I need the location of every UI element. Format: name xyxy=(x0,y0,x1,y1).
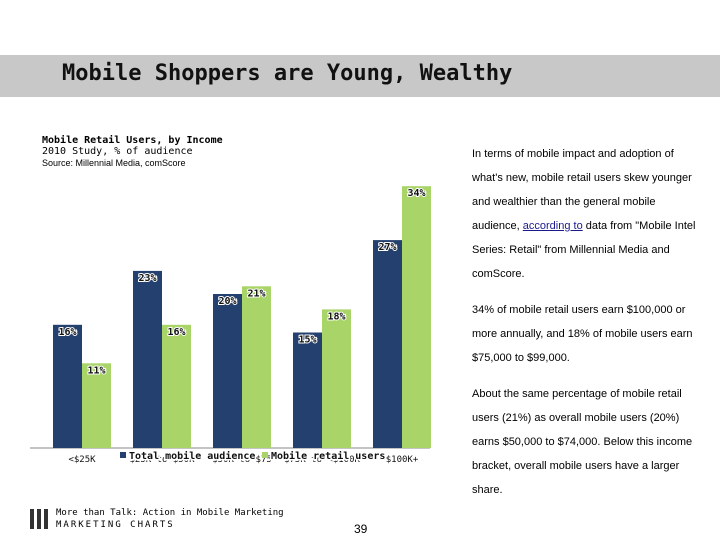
bar-total xyxy=(133,270,162,448)
data-label: 34% xyxy=(407,188,425,199)
data-label: 27% xyxy=(378,242,396,253)
title-band xyxy=(0,55,720,97)
bar-retail xyxy=(402,186,431,448)
page-number: 39 xyxy=(354,522,368,536)
data-label: 18% xyxy=(327,311,345,322)
x-tick-label: $75K to <$100K xyxy=(284,455,360,465)
legend-swatch xyxy=(120,452,126,458)
paragraph-intro: In terms of mobile impact and adoption o… xyxy=(472,142,704,286)
paragraph-income-100k: 34% of mobile retail users earn $100,000… xyxy=(472,304,693,364)
footer-tagline: More than Talk: Action in Mobile Marketi… xyxy=(56,508,284,518)
bar-retail xyxy=(162,324,191,448)
bar-total xyxy=(53,324,82,448)
x-tick-label: $100K+ xyxy=(386,455,419,465)
data-label: 15% xyxy=(298,335,316,346)
data-label: 11% xyxy=(87,365,105,376)
body-text: In terms of mobile impact and adoption o… xyxy=(472,142,704,514)
bar-retail xyxy=(322,309,351,448)
bar-total xyxy=(213,294,242,448)
legend-swatch xyxy=(262,452,268,458)
data-label: 21% xyxy=(247,288,265,299)
legend-label: Total mobile audience xyxy=(129,450,255,462)
x-tick-label: <$25K xyxy=(68,455,96,465)
chart-source: Source: Millennial Media, comScore xyxy=(42,158,186,168)
footer-brand: MARKETING CHARTS xyxy=(56,520,175,530)
bar-total xyxy=(373,240,402,448)
bar-total xyxy=(293,332,322,448)
chart-title: Mobile Retail Users, by Income xyxy=(42,135,223,146)
x-tick-label: $50K to $75 xyxy=(212,455,272,465)
data-label: 23% xyxy=(138,273,156,284)
data-label: 20% xyxy=(218,296,236,307)
data-label: 16% xyxy=(167,327,185,338)
bar-retail xyxy=(82,363,111,448)
slide-title: Mobile Shoppers are Young, Wealthy xyxy=(62,61,513,86)
legend-label: Mobile retail users xyxy=(271,450,385,462)
bar-retail xyxy=(242,286,271,448)
paragraph-income-50k: About the same percentage of mobile reta… xyxy=(472,388,693,496)
paragraph-intro-text-end: data from "Mobile Intel Series: Retail" … xyxy=(472,220,696,280)
marketing-charts-logo-icon xyxy=(30,509,50,529)
according-to-link[interactable]: according to xyxy=(522,220,583,232)
x-tick-label: $25K to $50K xyxy=(129,455,195,465)
data-label: 16% xyxy=(58,327,76,338)
paragraph-intro-text: In terms of mobile impact and adoption o… xyxy=(472,148,692,232)
chart-subtitle: 2010 Study, % of audience xyxy=(42,146,193,157)
